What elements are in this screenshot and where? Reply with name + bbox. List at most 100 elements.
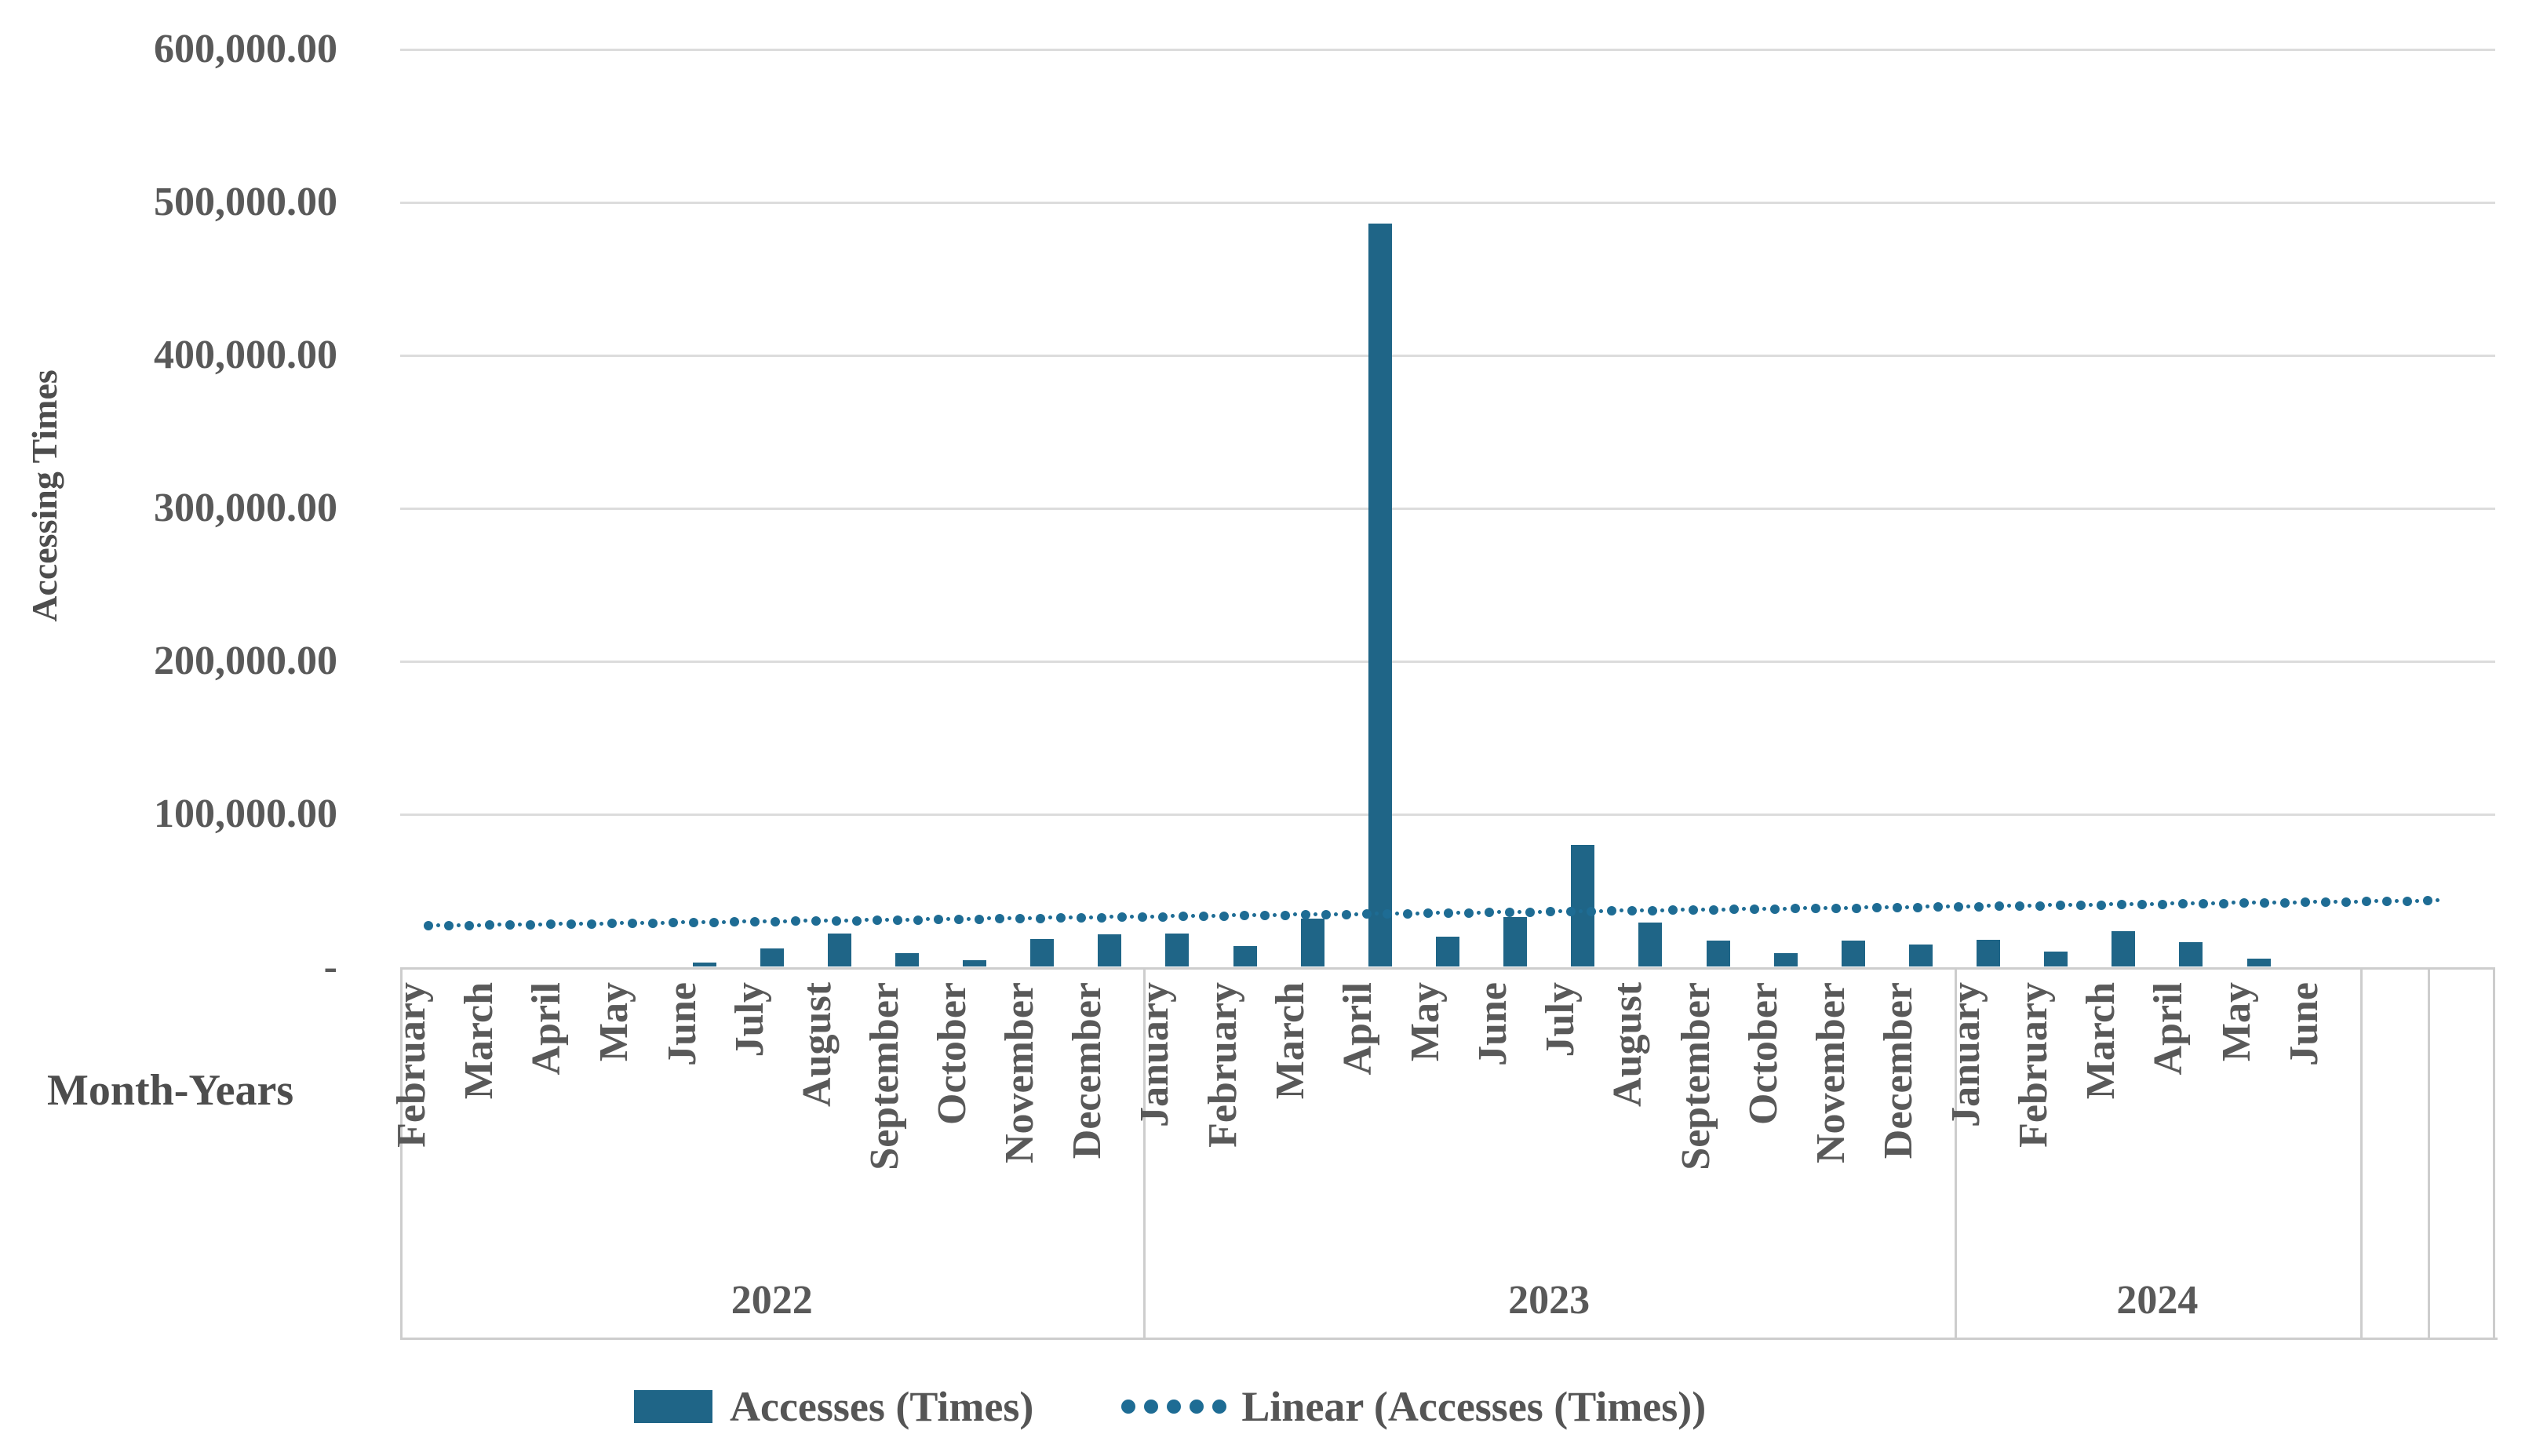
trendline-dot: [1375, 912, 1379, 916]
bar: [760, 948, 784, 966]
trendline-dot: [2260, 897, 2270, 908]
trendline-dot: [559, 922, 563, 926]
trendline-dot: [1212, 913, 1216, 918]
month-label: April: [524, 982, 570, 1076]
trendline-dot: [505, 920, 516, 930]
trendline-dot: [824, 918, 829, 923]
trendline-dot: [1538, 909, 1543, 914]
trendline-dot: [1110, 915, 1114, 919]
month-label: June: [659, 982, 705, 1066]
trendline-dot: [1844, 905, 1849, 910]
trendline-dot: [2301, 897, 2311, 908]
bar: [2246, 959, 2271, 966]
trendline-dot: [579, 921, 584, 926]
bar: [2044, 951, 2068, 966]
trendline-dot: [1701, 907, 1706, 912]
axis-group-divider: [1143, 967, 1146, 1340]
trendline-dot: [1599, 908, 1604, 913]
month-label: March: [1267, 982, 1313, 1100]
month-label: September: [862, 982, 907, 1170]
trendline-dot: [2117, 900, 2127, 910]
trendline-dot: [1729, 905, 1740, 915]
y-tick-label: 100,000.00: [154, 792, 337, 836]
trendline-dot: [1395, 911, 1400, 915]
trendline-dot: [1293, 912, 1298, 917]
trendline-dot: [628, 919, 638, 929]
trendline-dot: [1321, 909, 1332, 919]
trendline-dot: [701, 919, 706, 924]
trendline-dot: [1803, 906, 1808, 911]
bar: [963, 960, 987, 966]
trendline-dot: [730, 917, 740, 927]
trendline-dot: [436, 923, 441, 928]
trendline-dot: [1872, 903, 1882, 913]
trendline-dot: [1742, 907, 1747, 912]
trendline-dot: [1097, 912, 1107, 923]
axis-group-divider: [2427, 967, 2430, 1340]
trendline-dot: [2272, 900, 2277, 905]
trendline-dot: [1383, 909, 1393, 919]
trendline-dot: [1158, 912, 1168, 922]
trendline-dot: [926, 917, 931, 922]
trendline-dot: [2056, 901, 2066, 911]
bar: [1977, 939, 2001, 966]
trendline-dot: [1905, 905, 1910, 909]
trendline-dot: [2076, 900, 2086, 910]
trendline-dot: [1607, 906, 1617, 916]
bar: [1638, 923, 1663, 966]
month-label: May: [2214, 982, 2259, 1062]
axis-group-divider: [2493, 967, 2495, 1340]
trendline-dot: [1089, 915, 1094, 919]
trendline-dot: [1627, 906, 1638, 916]
trendline-dot: [750, 917, 760, 927]
trendline-dot: [1558, 909, 1563, 914]
trendline-dot: [1464, 908, 1474, 918]
month-label: April: [2146, 982, 2192, 1076]
trendline-dot: [2191, 901, 2195, 906]
bar: [1436, 937, 1459, 966]
trendline-dot: [518, 922, 523, 926]
trendline-dot: [2150, 901, 2155, 906]
bar: [1706, 940, 1730, 966]
month-label: August: [794, 982, 840, 1107]
trendline-dot: [1648, 905, 1658, 915]
trendline-dot: [424, 921, 434, 931]
trendline-dot: [1342, 909, 1352, 919]
trendline-dot: [1660, 908, 1665, 912]
trendline-dot: [1913, 902, 1923, 912]
trendline-dot: [1974, 901, 1984, 912]
trendline-dot: [791, 916, 801, 926]
gridline: [400, 202, 2495, 204]
trendline-dot: [1232, 913, 1237, 918]
trendline-dot: [457, 923, 461, 927]
trendline-dot: [2137, 899, 2148, 909]
trendline-dot: [620, 921, 625, 926]
trendline-dot: [2280, 897, 2290, 908]
month-label: May: [592, 982, 637, 1062]
trendline-dot: [1579, 908, 1583, 913]
trendline-dot: [1314, 912, 1318, 917]
trendline-dot: [1199, 911, 1209, 921]
trendline-dot: [2374, 899, 2379, 904]
trendline-dot: [771, 916, 781, 926]
trendline-dot: [444, 921, 454, 931]
trendline-dot: [1416, 911, 1420, 915]
trendline-dot: [2130, 902, 2134, 907]
trendline-dot: [722, 919, 727, 924]
bar: [1773, 953, 1798, 966]
trendline-dot: [742, 919, 747, 924]
trendline-dot: [1485, 908, 1495, 918]
trendline-dot: [1852, 903, 1862, 913]
trendline-dot: [2415, 898, 2420, 903]
trendline-dot: [1811, 904, 1821, 914]
month-label: February: [389, 982, 435, 1148]
trendline-dot: [2048, 903, 2053, 908]
y-tick-label: 500,000.00: [154, 180, 337, 224]
trendline-dot: [1750, 905, 1760, 915]
month-label: February: [2011, 982, 2057, 1148]
trendline-dot: [1015, 913, 1026, 923]
trendline-dot: [844, 918, 849, 923]
gridline: [400, 508, 2495, 510]
gridline: [400, 355, 2495, 357]
